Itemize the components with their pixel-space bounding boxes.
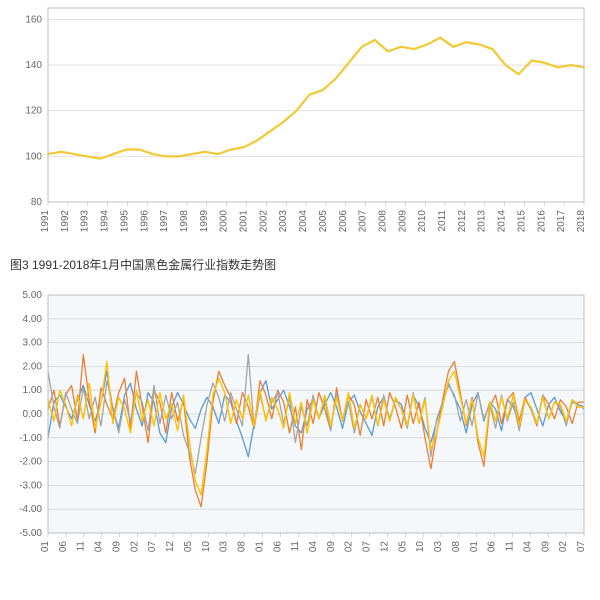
svg-text:04: 04: [308, 541, 319, 553]
svg-text:2015: 2015: [516, 210, 527, 233]
svg-text:08: 08: [237, 541, 248, 553]
svg-text:1999: 1999: [199, 210, 210, 233]
svg-text:10: 10: [415, 541, 426, 553]
svg-text:03: 03: [433, 541, 444, 553]
chart1-svg: 80 100 120 140 160 1991 1992 1993 1994 1995 1996 19…: [0, 0, 600, 250]
svg-text:2013: 2013: [477, 210, 488, 233]
svg-text:01: 01: [469, 541, 480, 553]
svg-text:2016: 2016: [536, 210, 547, 233]
svg-text:2001: 2001: [239, 210, 250, 233]
svg-text:02: 02: [558, 541, 569, 553]
svg-text:07: 07: [576, 541, 587, 553]
bottom-chart: -5.00 -4.00 -3.00 -2.00 -1.00 0.00 1.00 2.00 3.0…: [0, 281, 600, 571]
svg-text:06: 06: [58, 541, 69, 553]
svg-text:09: 09: [111, 541, 122, 553]
svg-text:09: 09: [540, 541, 551, 553]
svg-text:2010: 2010: [417, 210, 428, 233]
svg-text:0.00: 0.00: [23, 409, 43, 420]
top-chart: 80 100 120 140 160 1991 1992 1993 1994 1995 1996 19…: [0, 0, 600, 250]
svg-text:10: 10: [201, 541, 212, 553]
svg-text:12: 12: [379, 541, 390, 553]
svg-text:08: 08: [451, 541, 462, 553]
svg-text:11: 11: [76, 541, 87, 552]
chart1-caption: 图3 1991-2018年1月中国黑色金属行业指数走势图: [0, 250, 600, 281]
svg-text:4.00: 4.00: [23, 314, 43, 325]
svg-text:01: 01: [254, 541, 265, 553]
svg-text:06: 06: [272, 541, 283, 553]
svg-text:02: 02: [344, 541, 355, 553]
svg-text:-5.00: -5.00: [19, 528, 42, 539]
svg-text:2009: 2009: [397, 210, 408, 233]
svg-text:120: 120: [25, 106, 42, 117]
svg-text:2017: 2017: [556, 210, 567, 233]
svg-text:2.00: 2.00: [23, 361, 43, 372]
svg-text:-2.00: -2.00: [19, 457, 42, 468]
svg-text:12: 12: [165, 541, 176, 553]
svg-text:1997: 1997: [159, 210, 170, 233]
svg-text:06: 06: [487, 541, 498, 553]
svg-text:07: 07: [147, 541, 158, 553]
svg-text:2008: 2008: [377, 210, 388, 233]
svg-text:160: 160: [25, 14, 42, 25]
svg-text:2004: 2004: [298, 210, 309, 233]
svg-text:2018: 2018: [576, 210, 587, 233]
svg-text:1.00: 1.00: [23, 385, 43, 396]
svg-text:05: 05: [397, 541, 408, 553]
svg-text:2011: 2011: [437, 210, 448, 232]
svg-text:3.00: 3.00: [23, 338, 43, 349]
svg-text:-3.00: -3.00: [19, 480, 42, 491]
svg-text:2014: 2014: [497, 210, 508, 233]
svg-text:11: 11: [290, 541, 301, 552]
svg-text:2003: 2003: [278, 210, 289, 233]
svg-text:04: 04: [94, 541, 105, 553]
svg-text:80: 80: [31, 197, 43, 208]
svg-text:1996: 1996: [139, 210, 150, 233]
svg-text:2002: 2002: [258, 210, 269, 233]
svg-text:04: 04: [522, 541, 533, 553]
chart2-svg: -5.00 -4.00 -3.00 -2.00 -1.00 0.00 1.00 2.00 3.0…: [0, 281, 600, 571]
svg-text:-4.00: -4.00: [19, 504, 42, 515]
svg-text:05: 05: [183, 541, 194, 553]
svg-text:1998: 1998: [179, 210, 190, 233]
svg-text:100: 100: [25, 151, 42, 162]
svg-text:2012: 2012: [457, 210, 468, 233]
svg-text:09: 09: [326, 541, 337, 553]
svg-text:2006: 2006: [338, 210, 349, 233]
svg-text:1991: 1991: [40, 210, 51, 233]
svg-text:2007: 2007: [358, 210, 369, 233]
svg-text:140: 140: [25, 60, 42, 71]
svg-text:2000: 2000: [219, 210, 230, 233]
svg-text:1993: 1993: [80, 210, 91, 233]
svg-text:02: 02: [129, 541, 140, 553]
svg-text:1995: 1995: [119, 210, 130, 233]
svg-text:-1.00: -1.00: [19, 433, 42, 444]
svg-text:07: 07: [362, 541, 373, 553]
svg-text:11: 11: [505, 541, 516, 552]
svg-text:5.00: 5.00: [23, 290, 43, 301]
svg-text:1994: 1994: [100, 210, 111, 233]
svg-text:01: 01: [40, 541, 51, 553]
svg-text:03: 03: [219, 541, 230, 553]
svg-text:2005: 2005: [318, 210, 329, 233]
svg-text:1992: 1992: [60, 210, 71, 233]
